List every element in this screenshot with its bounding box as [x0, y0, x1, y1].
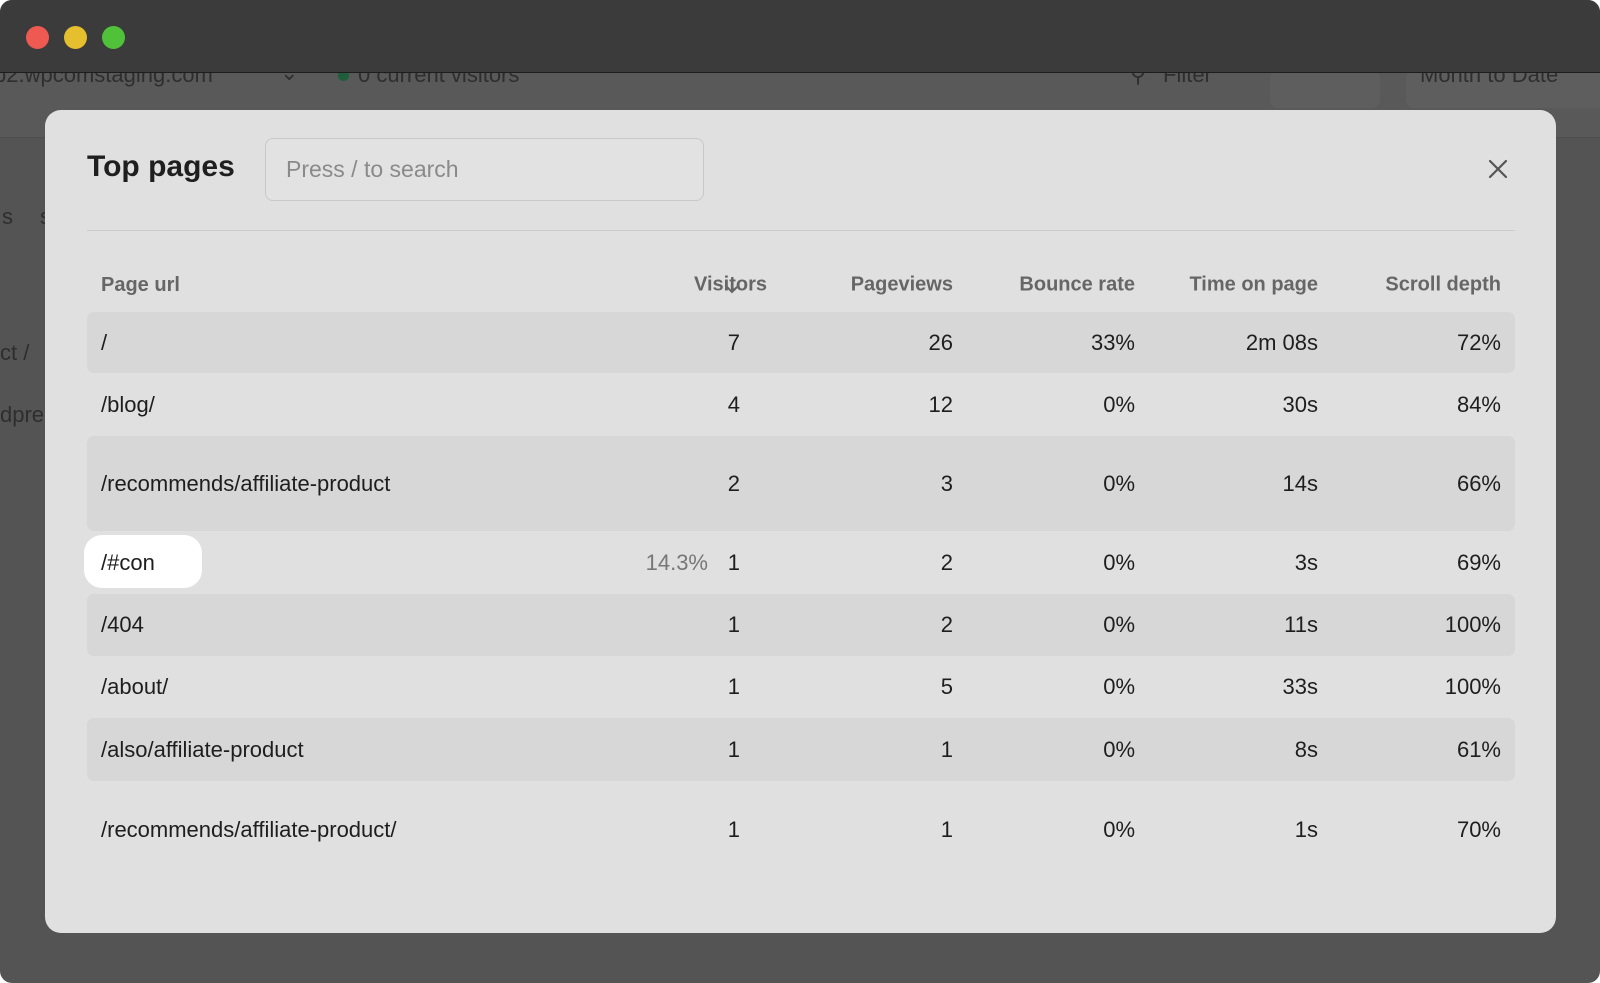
table-row[interactable]: /recommends/affiliate-product 2 3 0% 14s… — [87, 436, 1515, 531]
scroll-depth-value: 72% — [1456, 329, 1501, 355]
bounce-rate-value: 0% — [1103, 612, 1135, 637]
scroll-depth-value: 69% — [1456, 549, 1501, 575]
bounce-rate-value: 0% — [1103, 816, 1135, 842]
pageviews-value: 5 — [940, 674, 953, 699]
scroll-depth-value: 70% — [1456, 816, 1501, 842]
time-on-page-value: 11s — [1284, 612, 1318, 637]
bg-fragment: s — [2, 204, 13, 229]
bg-fragment: dpre — [0, 402, 45, 427]
col-bounce-rate[interactable]: Bounce rate — [1019, 273, 1135, 296]
period-selector[interactable] — [1406, 70, 1600, 108]
table-row[interactable]: /recommends/affiliate-product/ 1 1 0% 1s… — [87, 781, 1515, 878]
page-url[interactable]: /blog/ — [101, 391, 155, 417]
page-url[interactable]: /about/ — [101, 674, 169, 699]
table-row[interactable]: /404 1 2 0% 11s 100% — [87, 594, 1515, 656]
minimize-window-button[interactable] — [64, 26, 87, 49]
visitors-value: 4 — [727, 391, 740, 417]
maximize-window-button[interactable] — [102, 26, 125, 49]
scroll-depth-value: 100% — [1444, 674, 1501, 699]
bounce-rate-value: 0% — [1103, 674, 1135, 699]
modal-title: Top pages — [87, 150, 235, 183]
time-on-page-value: 1s — [1294, 816, 1318, 842]
title-bar — [0, 0, 1600, 73]
divider — [87, 230, 1515, 231]
visitors-value: 1 — [727, 612, 740, 637]
table-row[interactable]: /blog/ 4 12 0% 30s 84% — [87, 373, 1515, 436]
scroll-depth-value: 84% — [1456, 391, 1501, 417]
bounce-rate-value: 0% — [1103, 470, 1135, 496]
bounce-rate-value: 0% — [1103, 549, 1135, 575]
scroll-depth-value: 66% — [1456, 470, 1501, 496]
pageviews-value: 1 — [940, 736, 953, 762]
col-scroll-depth[interactable]: Scroll depth — [1385, 273, 1501, 296]
table-row[interactable]: /about/ 1 5 0% 33s 100% — [87, 656, 1515, 718]
time-on-page-value: 3s — [1294, 549, 1318, 575]
page-url[interactable]: /404 — [101, 612, 144, 637]
table-row[interactable]: 14.3% /#con 1 2 0% 3s 69% — [84, 531, 1515, 594]
table-row[interactable]: / 7 26 33% 2m 08s 72% — [87, 312, 1515, 373]
search-input[interactable] — [265, 138, 704, 201]
pageviews-value: 3 — [940, 470, 953, 496]
table-header: Page url Visitors Pageviews Bounce rate … — [87, 258, 1515, 312]
col-visitors[interactable]: Visitors — [694, 273, 767, 296]
time-on-page-value: 33s — [1282, 674, 1318, 699]
col-time-on-page[interactable]: Time on page — [1189, 273, 1318, 296]
scroll-depth-value: 61% — [1456, 736, 1501, 762]
time-on-page-value: 8s — [1294, 736, 1318, 762]
pageviews-value: 12 — [928, 391, 953, 417]
bounce-rate-value: 0% — [1103, 736, 1135, 762]
live-dot-icon — [338, 70, 349, 81]
table-row[interactable]: /also/affiliate-product 1 1 0% 8s 61% — [87, 718, 1515, 781]
page-url[interactable]: /recommends/affiliate-product — [101, 470, 391, 496]
close-window-button[interactable] — [26, 26, 49, 49]
visitors-value: 1 — [727, 736, 740, 762]
page-url[interactable]: /recommends/affiliate-product/ — [101, 816, 397, 842]
arrow-down-icon[interactable] — [725, 276, 739, 294]
page-url[interactable]: / — [101, 329, 108, 355]
bg-fragment: ct / — [0, 340, 30, 365]
close-icon[interactable] — [1485, 156, 1511, 182]
period-nav-buttons[interactable] — [1270, 70, 1380, 108]
top-pages-modal: Top pages Page url Visitors Pageviews Bo… — [45, 110, 1556, 933]
pageviews-value: 2 — [940, 612, 953, 637]
bounce-rate-value: 33% — [1090, 329, 1135, 355]
col-pageviews[interactable]: Pageviews — [850, 273, 953, 296]
col-page-url[interactable]: Page url — [101, 274, 180, 296]
visitors-value: 2 — [727, 470, 740, 496]
page-url[interactable]: /also/affiliate-product — [101, 736, 304, 762]
time-on-page-value: 30s — [1282, 391, 1318, 417]
time-on-page-value: 2m 08s — [1245, 329, 1318, 355]
pages-table: Page url Visitors Pageviews Bounce rate … — [84, 258, 1515, 878]
bounce-rate-value: 0% — [1103, 391, 1135, 417]
pageviews-value: 26 — [928, 329, 953, 355]
visitors-value: 1 — [727, 549, 740, 575]
hover-highlight — [84, 535, 202, 588]
page-url[interactable]: /#con — [101, 549, 155, 575]
time-on-page-value: 14s — [1282, 470, 1318, 496]
pageviews-value: 1 — [940, 816, 953, 842]
visitors-value: 7 — [727, 329, 740, 355]
visitors-value: 1 — [727, 674, 740, 699]
visitors-value: 1 — [727, 816, 740, 842]
pageviews-value: 2 — [940, 549, 953, 575]
scroll-depth-value: 100% — [1444, 612, 1501, 637]
visitor-share: 14.3% — [645, 549, 708, 575]
